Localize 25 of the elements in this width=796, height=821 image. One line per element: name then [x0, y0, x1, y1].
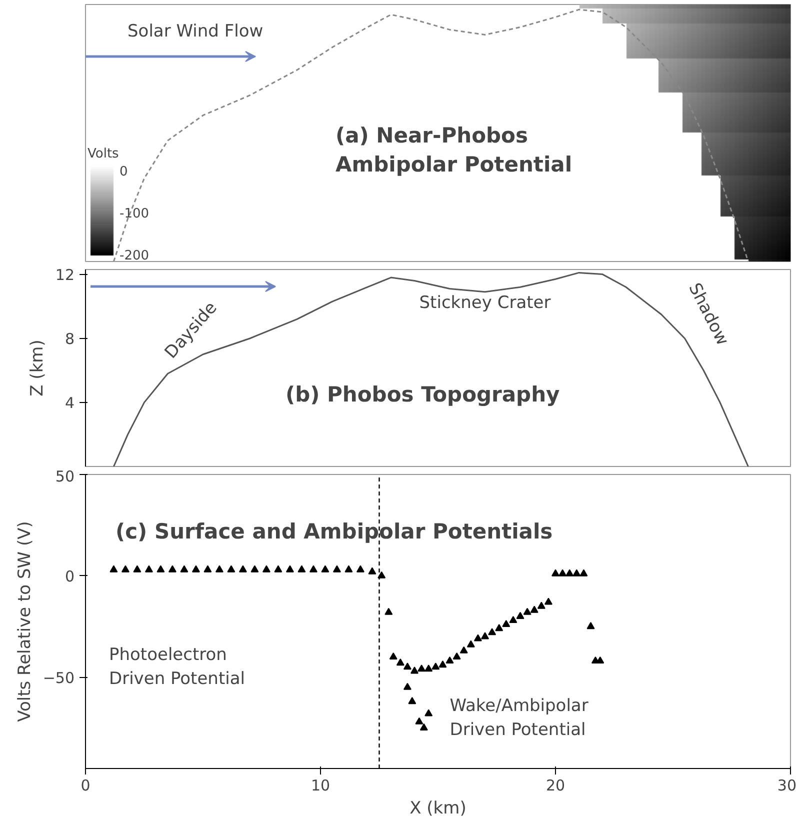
- y-tick-label: 50: [55, 468, 75, 486]
- annotation: Solar Wind Flow: [128, 22, 264, 42]
- annotation: Volts: [88, 146, 120, 162]
- x-axis-title: X (km): [410, 798, 466, 818]
- annotation: 0: [120, 164, 128, 180]
- y-axis-title: Volts Relative to SW (V): [14, 521, 35, 722]
- x-tick-label: 10: [310, 776, 330, 794]
- x-tick-label: 20: [546, 776, 566, 794]
- text: (a) Near-Phobos Ambipolar Potential: [336, 124, 572, 176]
- y-tick-label: 0: [64, 567, 75, 586]
- y-tick-label: 8: [64, 330, 75, 348]
- y-axis-title: Z (km): [27, 340, 48, 396]
- annotation: -100: [120, 206, 150, 222]
- line-series: [112, 272, 749, 466]
- x-tick-label: 30: [777, 776, 796, 794]
- x-tick-label: 0: [80, 776, 90, 794]
- annotation: -200: [120, 248, 150, 264]
- text: (b) Phobos Topography: [286, 382, 560, 406]
- annotation: Wake/Ambipolar Driven Potential: [450, 696, 588, 740]
- y-tick-label: 4: [64, 394, 75, 412]
- annotation: Photoelectron Driven Potential: [109, 645, 245, 690]
- text: (c) Surface and Ambipolar Potentials: [116, 520, 553, 544]
- y-tick-label: −50: [42, 668, 74, 687]
- y-tick-label: 12: [55, 266, 75, 284]
- annotation: Stickney Crater: [419, 293, 551, 314]
